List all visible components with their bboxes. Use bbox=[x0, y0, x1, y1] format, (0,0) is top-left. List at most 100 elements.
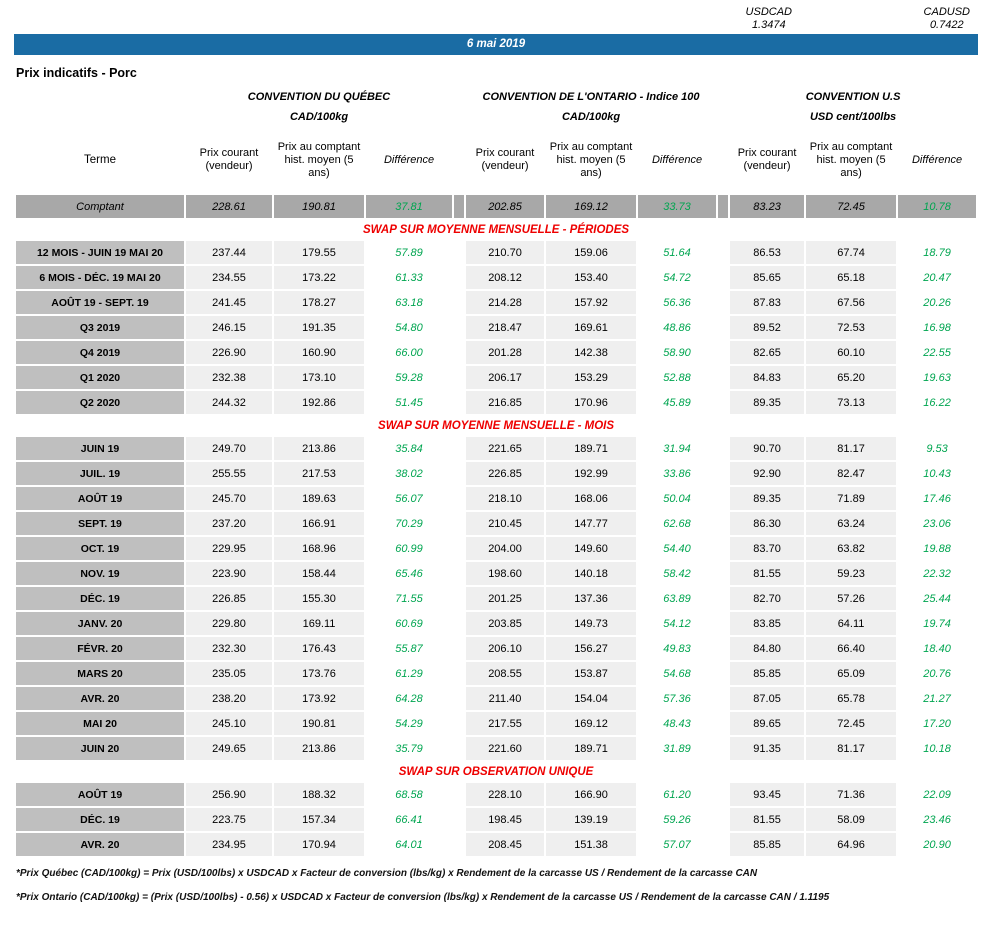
difference-cell: 65.46 bbox=[366, 562, 453, 585]
price-cell: 142.38 bbox=[546, 341, 637, 364]
group-quebec-header: CONVENTION DU QUÉBEC bbox=[186, 88, 453, 106]
table-row: DÉC. 19 226.85 155.30 71.55 201.25 137.36 63.8… bbox=[16, 587, 977, 610]
prix-comptant-header: Prix au comptant hist. moyen (5 ans) bbox=[806, 127, 897, 193]
price-cell: 63.82 bbox=[806, 537, 897, 560]
price-cell: 60.10 bbox=[806, 341, 897, 364]
price-cell: 85.85 bbox=[730, 833, 805, 856]
difference-cell: 54.29 bbox=[366, 712, 453, 735]
column-gap bbox=[718, 562, 729, 585]
terme-column-header: Terme bbox=[16, 127, 184, 193]
difference-cell: 51.64 bbox=[638, 241, 717, 264]
price-cell: 191.35 bbox=[274, 316, 364, 339]
difference-cell: 49.83 bbox=[638, 637, 717, 660]
price-cell: 170.94 bbox=[274, 833, 364, 856]
row-label: JUIN 19 bbox=[16, 437, 184, 460]
difference-cell: 54.68 bbox=[638, 662, 717, 685]
group-quebec-unit: CAD/100kg bbox=[186, 108, 453, 125]
price-cell: 189.71 bbox=[546, 437, 637, 460]
difference-cell: 54.72 bbox=[638, 266, 717, 289]
difference-cell: 63.89 bbox=[638, 587, 717, 610]
table-row: Q3 2019 246.15 191.35 54.80 218.47 169.61 48.8… bbox=[16, 316, 977, 339]
column-gap bbox=[718, 366, 729, 389]
section-title-row: SWAP SUR OBSERVATION UNIQUE bbox=[16, 762, 977, 781]
column-gap bbox=[454, 783, 465, 806]
column-gap bbox=[718, 833, 729, 856]
prix-comptant-header: Prix au comptant hist. moyen (5 ans) bbox=[546, 127, 637, 193]
table-row: AOÛT 19 245.70 189.63 56.07 218.10 168.06 50.0… bbox=[16, 487, 977, 510]
difference-cell: 60.99 bbox=[366, 537, 453, 560]
price-cell: 210.70 bbox=[466, 241, 545, 264]
price-cell: 232.30 bbox=[186, 637, 272, 660]
price-cell: 89.35 bbox=[730, 487, 805, 510]
column-gap bbox=[454, 808, 465, 831]
difference-cell: 22.32 bbox=[898, 562, 977, 585]
price-table: CONVENTION DU QUÉBEC CONVENTION DE L'ONT… bbox=[14, 86, 978, 858]
price-cell: 57.26 bbox=[806, 587, 897, 610]
difference-cell: 33.73 bbox=[638, 195, 717, 218]
price-cell: 218.47 bbox=[466, 316, 545, 339]
price-cell: 228.10 bbox=[466, 783, 545, 806]
price-cell: 159.06 bbox=[546, 241, 637, 264]
price-cell: 190.81 bbox=[274, 712, 364, 735]
row-label: AVR. 20 bbox=[16, 833, 184, 856]
column-gap bbox=[718, 291, 729, 314]
table-row: NOV. 19 223.90 158.44 65.46 198.60 140.18 58.4… bbox=[16, 562, 977, 585]
price-cell: 81.55 bbox=[730, 562, 805, 585]
price-cell: 198.45 bbox=[466, 808, 545, 831]
price-cell: 221.65 bbox=[466, 437, 545, 460]
column-gap bbox=[454, 241, 465, 264]
price-cell: 169.12 bbox=[546, 712, 637, 735]
spacer bbox=[16, 108, 184, 125]
price-cell: 86.30 bbox=[730, 512, 805, 535]
column-gap bbox=[718, 587, 729, 610]
difference-cell: 55.87 bbox=[366, 637, 453, 660]
table-row: Q4 2019 226.90 160.90 66.00 201.28 142.38 58.9… bbox=[16, 341, 977, 364]
column-gap bbox=[454, 462, 465, 485]
price-cell: 65.78 bbox=[806, 687, 897, 710]
price-cell: 246.15 bbox=[186, 316, 272, 339]
column-gap bbox=[454, 537, 465, 560]
price-cell: 229.95 bbox=[186, 537, 272, 560]
column-gap bbox=[454, 487, 465, 510]
column-gap bbox=[718, 512, 729, 535]
column-gap bbox=[454, 737, 465, 760]
spacer bbox=[16, 88, 184, 106]
difference-cell: 22.55 bbox=[898, 341, 977, 364]
price-cell: 208.12 bbox=[466, 266, 545, 289]
price-cell: 173.10 bbox=[274, 366, 364, 389]
column-gap bbox=[718, 737, 729, 760]
column-gap bbox=[718, 341, 729, 364]
column-gap bbox=[454, 316, 465, 339]
price-cell: 71.89 bbox=[806, 487, 897, 510]
price-cell: 249.70 bbox=[186, 437, 272, 460]
row-label: Comptant bbox=[16, 195, 184, 218]
row-label: Q1 2020 bbox=[16, 366, 184, 389]
price-cell: 229.80 bbox=[186, 612, 272, 635]
section-title: SWAP SUR MOYENNE MENSUELLE - MOIS bbox=[16, 416, 977, 435]
difference-cell: 57.89 bbox=[366, 241, 453, 264]
price-cell: 188.32 bbox=[274, 783, 364, 806]
table-row: DÉC. 19 223.75 157.34 66.41 198.45 139.19 59.2… bbox=[16, 808, 977, 831]
price-cell: 67.56 bbox=[806, 291, 897, 314]
price-cell: 81.55 bbox=[730, 808, 805, 831]
prix-courant-header: Prix courant (vendeur) bbox=[730, 127, 805, 193]
table-row: 6 MOIS - DÉC. 19 MAI 20 234.55 173.22 61.33… bbox=[16, 266, 977, 289]
difference-cell: 64.01 bbox=[366, 833, 453, 856]
row-label: AOÛT 19 bbox=[16, 487, 184, 510]
column-gap bbox=[454, 391, 465, 414]
price-cell: 155.30 bbox=[274, 587, 364, 610]
column-gap bbox=[718, 241, 729, 264]
column-gap bbox=[454, 108, 465, 125]
footnotes: *Prix Québec (CAD/100kg) = Prix (USD/100… bbox=[16, 868, 978, 903]
row-label: MARS 20 bbox=[16, 662, 184, 685]
row-label: NOV. 19 bbox=[16, 562, 184, 585]
difference-cell: 48.86 bbox=[638, 316, 717, 339]
price-cell: 64.11 bbox=[806, 612, 897, 635]
price-cell: 216.85 bbox=[466, 391, 545, 414]
difference-cell: 10.78 bbox=[898, 195, 977, 218]
difference-cell: 10.18 bbox=[898, 737, 977, 760]
difference-cell: 20.76 bbox=[898, 662, 977, 685]
difference-cell: 62.68 bbox=[638, 512, 717, 535]
price-cell: 173.76 bbox=[274, 662, 364, 685]
group-ontario-unit: CAD/100kg bbox=[466, 108, 717, 125]
